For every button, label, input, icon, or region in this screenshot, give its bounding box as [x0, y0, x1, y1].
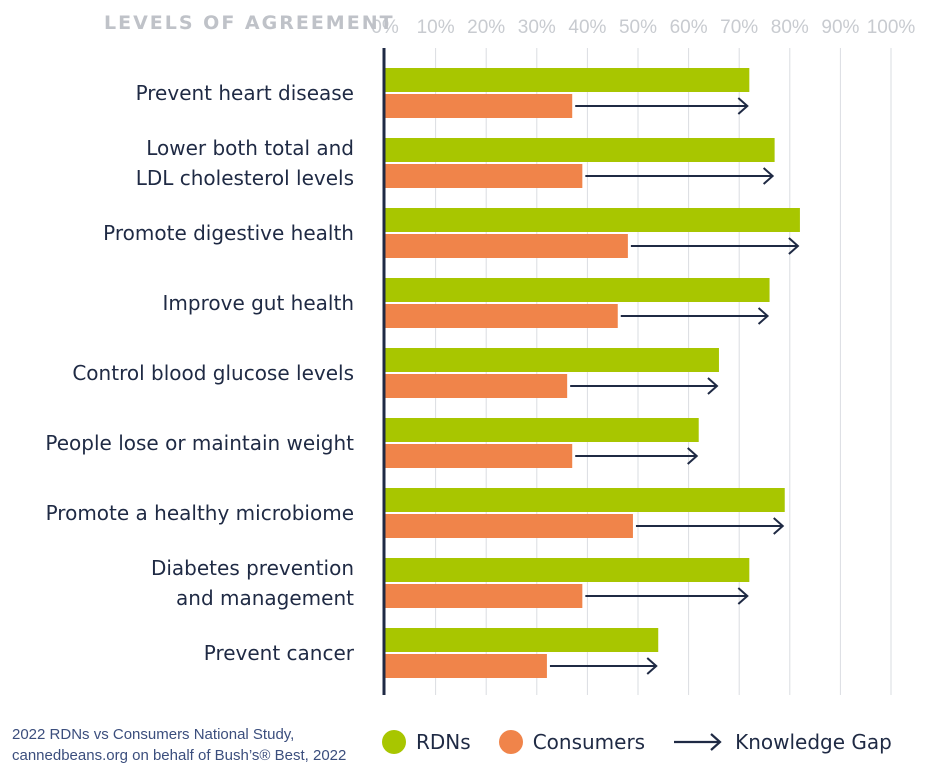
category-label-line: Prevent cancer	[203, 641, 354, 665]
category-label: Promote digestive health	[103, 218, 354, 248]
category-label: Improve gut health	[163, 288, 354, 318]
tick-label: 30%	[518, 17, 556, 38]
legend-item-consumers: Consumers	[498, 730, 646, 754]
bar-rdns	[385, 628, 659, 652]
category-label: Diabetes prevention and management	[151, 553, 354, 613]
legend-label-knowledge-gap: Knowledge Gap	[735, 730, 892, 754]
bar-consumers	[385, 234, 628, 258]
legend-label-consumers: Consumers	[532, 730, 646, 754]
gap-arrow-head	[707, 377, 719, 395]
bar-consumers	[385, 654, 547, 678]
bar-consumers	[385, 444, 573, 468]
gap-arrow-head	[737, 97, 749, 115]
category-label-line: Promote digestive health	[103, 221, 354, 245]
gap-arrow-head	[687, 447, 699, 465]
bar-consumers	[385, 304, 618, 328]
category-label: People lose or maintain weight	[45, 428, 354, 458]
bar-rdns	[385, 138, 775, 162]
knowledge-gap-arrows	[549, 97, 800, 675]
tick-label: 60%	[670, 17, 708, 38]
category-label-line: LDL cholesterol levels	[135, 166, 354, 190]
tick-label: 80%	[771, 17, 809, 38]
gap-arrow-head	[762, 167, 775, 185]
bar-rdns	[385, 208, 800, 232]
bar-rdns	[385, 418, 699, 442]
tick-label: 100%	[867, 17, 916, 38]
gap-arrow-head	[773, 517, 785, 535]
bar-rdns	[385, 68, 750, 92]
gap-arrow-head	[757, 307, 770, 325]
category-label: Control blood glucose levels	[72, 358, 354, 388]
tick-label: 10%	[417, 17, 455, 38]
bar-rdns	[385, 278, 770, 302]
gap-arrow-head	[788, 237, 800, 255]
tick-label: 20%	[467, 17, 505, 38]
category-label-line: Lower both total and	[146, 136, 354, 160]
legend-item-rdns: RDNs	[382, 730, 471, 754]
tick-label: 50%	[619, 17, 657, 38]
tick-label: 70%	[720, 17, 758, 38]
category-label: Promote a healthy microbiome	[46, 498, 354, 528]
legend-arrow-icon	[674, 733, 722, 751]
legend-swatch-rdns	[382, 730, 406, 754]
tick-label: 90%	[821, 17, 859, 38]
category-label-line: Improve gut health	[162, 291, 354, 315]
bar-consumers	[385, 164, 583, 188]
category-label: Lower both total and LDL cholesterol leve…	[136, 133, 354, 193]
bar-consumers	[385, 514, 633, 538]
legend-label-rdns: RDNs	[416, 730, 471, 754]
legend-item-knowledge-gap: Knowledge Gap	[673, 730, 892, 754]
bar-consumers	[385, 584, 583, 608]
bar-rdns	[385, 558, 750, 582]
source-line: 2022 RDNs vs Consumers National Study,	[12, 726, 295, 743]
category-label-line: and management	[176, 586, 354, 610]
tick-label: 40%	[568, 17, 606, 38]
gap-arrow-head	[646, 657, 658, 675]
category-label-line: Prevent heart disease	[135, 81, 354, 105]
bar-rdns	[385, 348, 719, 372]
tick-label: 0%	[371, 17, 399, 38]
category-label-line: Control blood glucose levels	[72, 361, 354, 385]
category-label: Prevent heart disease	[136, 78, 354, 108]
category-label-line: Promote a healthy microbiome	[45, 501, 354, 525]
legend-swatch-consumers	[498, 730, 523, 754]
bar-rdns	[385, 488, 785, 512]
category-label-line: Diabetes prevention	[150, 556, 354, 580]
bar-consumers	[385, 374, 568, 398]
axis-title: LEVELS OF AGREEMENT	[104, 12, 395, 34]
source-note: 2022 RDNs vs Consumers National Study, c…	[12, 724, 346, 766]
tick-labels: 0% 10% 20% 30% 40% 50% 60% 70% 80% 90% 100%	[371, 17, 915, 38]
category-label-line: People lose or maintain weight	[45, 431, 354, 455]
category-label: Prevent cancer	[204, 638, 354, 668]
legend: RDNs Consumers Knowledge Gap	[382, 728, 920, 756]
bar-consumers	[385, 94, 573, 118]
gap-arrow-head	[737, 587, 749, 605]
bars	[385, 68, 800, 678]
source-line: cannedbeans.org on behalf of Bush’s® Bes…	[12, 747, 347, 764]
